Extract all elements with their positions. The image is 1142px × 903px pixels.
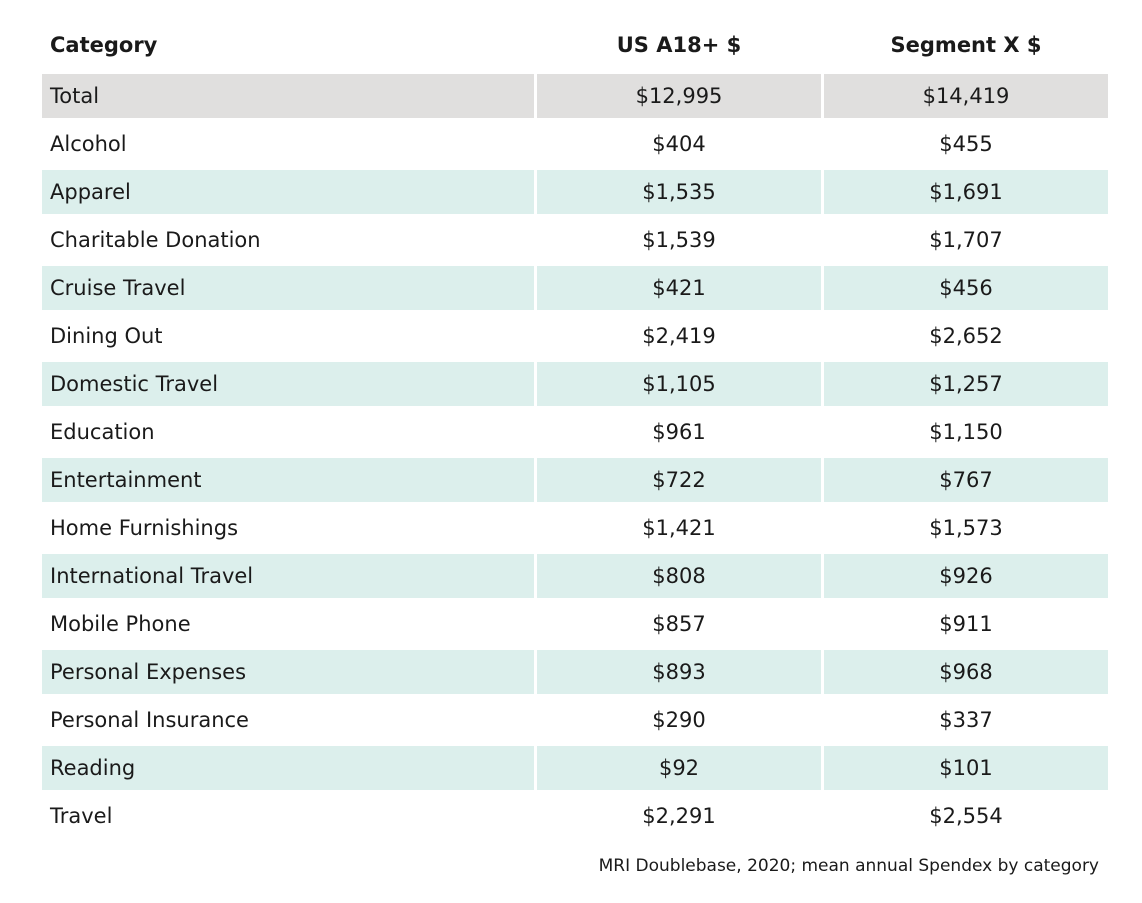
table-row: Reading $92 $101 — [42, 744, 1108, 792]
us-a18-value-cell: $290 — [652, 708, 706, 732]
category-cell: Entertainment — [42, 458, 534, 502]
us-a18-value-cell: $2,291 — [642, 804, 716, 828]
segment-x-value-cell: $1,257 — [824, 362, 1108, 406]
source-note: MRI Doublebase, 2020; mean annual Spende… — [598, 856, 1099, 876]
segment-x-value-cell: $926 — [824, 554, 1108, 598]
segment-x-value-cell: $767 — [824, 458, 1108, 502]
table-row: Personal Expenses $893 $968 — [42, 648, 1108, 696]
us-a18-value-cell: $893 — [537, 650, 821, 694]
us-a18-value-cell: $808 — [537, 554, 821, 598]
column-header-category: Category — [50, 33, 158, 57]
segment-x-value-cell: $1,707 — [929, 228, 1003, 252]
category-cell: Travel — [50, 804, 113, 828]
category-cell: Reading — [42, 746, 534, 790]
us-a18-value-cell: $1,535 — [537, 170, 821, 214]
table-row: Personal Insurance $290 $337 — [42, 696, 1108, 744]
segment-x-value-cell: $337 — [939, 708, 993, 732]
us-a18-value-cell: $961 — [652, 420, 706, 444]
category-cell: Personal Expenses — [42, 650, 534, 694]
column-header-segment-x: Segment X $ — [890, 33, 1042, 57]
spend-table: Category US A18+ $ Segment X $ Total $12,… — [42, 24, 1108, 840]
category-cell: International Travel — [42, 554, 534, 598]
table-row: Dining Out $2,419 $2,652 — [42, 312, 1108, 360]
us-a18-value-cell: $2,419 — [642, 324, 716, 348]
table-row: Apparel $1,535 $1,691 — [42, 168, 1108, 216]
category-cell: Apparel — [42, 170, 534, 214]
category-cell: Domestic Travel — [42, 362, 534, 406]
us-a18-value-cell: $421 — [537, 266, 821, 310]
column-header-us-a18: US A18+ $ — [616, 33, 742, 57]
total-row: Total $12,995 $14,419 — [42, 72, 1108, 120]
segment-x-value-cell: $1,691 — [824, 170, 1108, 214]
segment-x-value-cell: $2,554 — [929, 804, 1003, 828]
table-row: Home Furnishings $1,421 $1,573 — [42, 504, 1108, 552]
category-cell: Mobile Phone — [50, 612, 191, 636]
category-cell: Home Furnishings — [50, 516, 239, 540]
us-a18-value-cell: $1,539 — [642, 228, 716, 252]
us-a18-value-cell: $1,105 — [537, 362, 821, 406]
us-a18-value-cell: $12,995 — [537, 74, 821, 118]
segment-x-value-cell: $968 — [824, 650, 1108, 694]
table-row: Alcohol $404 $455 — [42, 120, 1108, 168]
us-a18-value-cell: $857 — [652, 612, 706, 636]
category-cell: Cruise Travel — [42, 266, 534, 310]
category-cell: Personal Insurance — [50, 708, 249, 732]
segment-x-value-cell: $1,573 — [929, 516, 1003, 540]
table-row: International Travel $808 $926 — [42, 552, 1108, 600]
segment-x-value-cell: $14,419 — [824, 74, 1108, 118]
us-a18-value-cell: $1,421 — [642, 516, 716, 540]
segment-x-value-cell: $101 — [824, 746, 1108, 790]
category-cell: Total — [42, 74, 534, 118]
segment-x-value-cell: $911 — [939, 612, 993, 636]
table-row: Cruise Travel $421 $456 — [42, 264, 1108, 312]
us-a18-value-cell: $92 — [537, 746, 821, 790]
category-cell: Education — [50, 420, 155, 444]
table-row: Charitable Donation $1,539 $1,707 — [42, 216, 1108, 264]
category-cell: Alcohol — [50, 132, 127, 156]
segment-x-value-cell: $1,150 — [929, 420, 1003, 444]
us-a18-value-cell: $404 — [652, 132, 706, 156]
category-cell: Charitable Donation — [50, 228, 261, 252]
table-body: Total $12,995 $14,419 Alcohol $404 $455 Appare… — [42, 72, 1108, 840]
table-row: Travel $2,291 $2,554 — [42, 792, 1108, 840]
us-a18-value-cell: $722 — [537, 458, 821, 502]
category-cell: Dining Out — [50, 324, 163, 348]
table-row: Domestic Travel $1,105 $1,257 — [42, 360, 1108, 408]
table-row: Mobile Phone $857 $911 — [42, 600, 1108, 648]
segment-x-value-cell: $455 — [939, 132, 993, 156]
table-row: Education $961 $1,150 — [42, 408, 1108, 456]
table-header-row: Category US A18+ $ Segment X $ — [42, 24, 1108, 66]
table-row: Entertainment $722 $767 — [42, 456, 1108, 504]
segment-x-value-cell: $2,652 — [929, 324, 1003, 348]
segment-x-value-cell: $456 — [824, 266, 1108, 310]
